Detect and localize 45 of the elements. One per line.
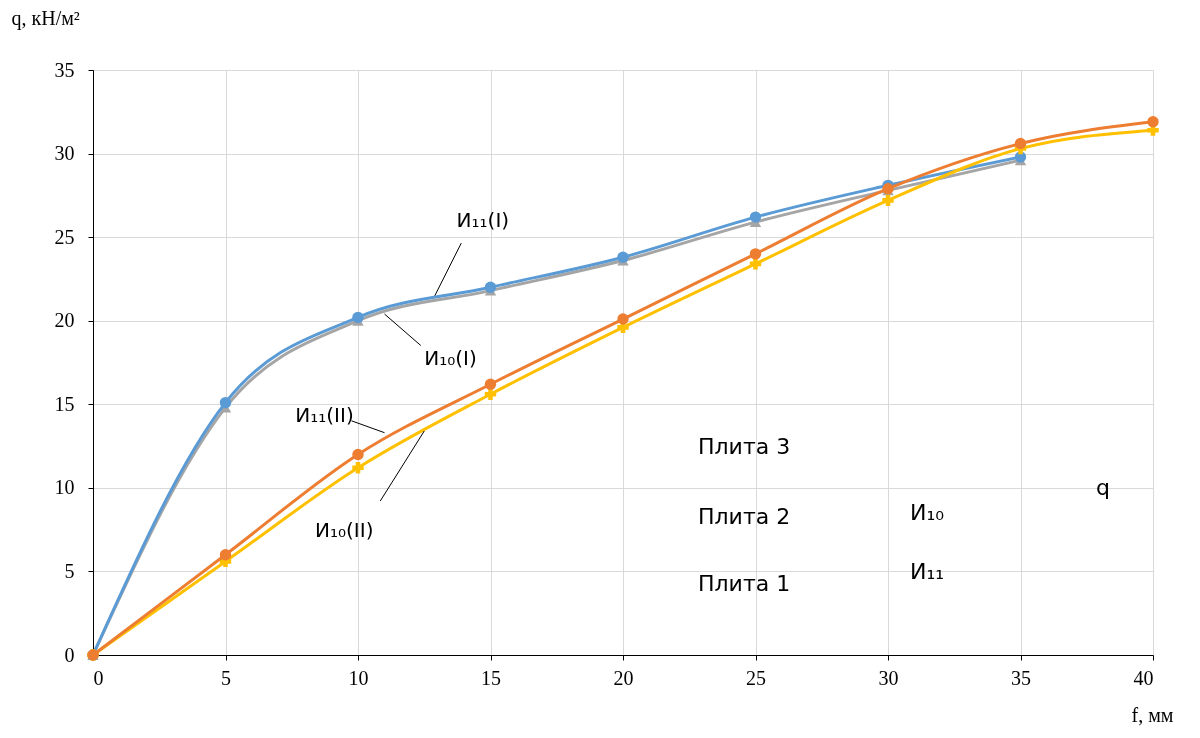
point xyxy=(1147,116,1159,128)
point xyxy=(219,549,232,561)
x-tick-label: 15 xyxy=(481,666,501,689)
point xyxy=(749,258,762,270)
point xyxy=(484,388,497,400)
annotation: И₁₁(II) xyxy=(295,402,354,427)
point xyxy=(617,313,629,325)
point xyxy=(484,378,497,390)
x-tick-label: 40 xyxy=(1133,666,1154,689)
y-tick-label: 20 xyxy=(54,309,75,332)
x-tick-label: 10 xyxy=(348,666,369,689)
point xyxy=(352,462,364,474)
y-tick-label: 35 xyxy=(54,58,75,81)
point xyxy=(617,251,629,263)
x-tick-label: 25 xyxy=(746,666,766,689)
annotation: И₁₀(II) xyxy=(315,518,374,543)
annotation: И₁₁ xyxy=(910,559,945,584)
y-tick-label: 10 xyxy=(54,476,75,499)
x-tick-label: 5 xyxy=(221,666,231,689)
annotation: q xyxy=(1096,475,1110,500)
x-tick-label: 35 xyxy=(1011,666,1031,689)
point xyxy=(219,396,232,409)
point xyxy=(749,248,762,260)
annotation: И₁₁(I) xyxy=(456,207,510,232)
y-axis-title: q, кН/м² xyxy=(11,6,80,30)
annotation: И₁₀(I) xyxy=(424,346,477,371)
annotation: Плита 1 xyxy=(698,571,791,596)
y-tick-label: 5 xyxy=(64,559,75,582)
point xyxy=(352,448,364,461)
point xyxy=(484,281,497,293)
point xyxy=(352,311,364,324)
y-tick-label: 25 xyxy=(54,225,75,248)
point xyxy=(749,211,762,223)
annotation: Плита 3 xyxy=(698,434,791,459)
y-tick-label: 30 xyxy=(54,142,75,165)
annotation: Плита 2 xyxy=(698,504,791,529)
annotation: И₁₀ xyxy=(910,500,945,525)
x-axis-title: f, мм xyxy=(1131,703,1174,726)
x-tick-label: 30 xyxy=(878,666,899,689)
y-tick-label: 0 xyxy=(64,643,75,666)
point xyxy=(1014,137,1027,150)
y-tick-label: 15 xyxy=(54,392,75,415)
point xyxy=(882,194,894,207)
x-tick-label: 0 xyxy=(93,666,104,689)
x-tick-label: 20 xyxy=(613,666,634,689)
